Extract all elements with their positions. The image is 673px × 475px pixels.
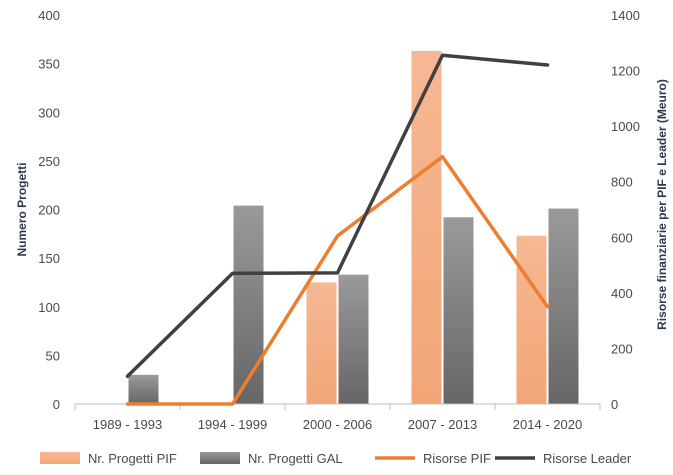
y-tick-label: 300 <box>38 105 60 120</box>
point-risorse-pif-4 <box>546 305 549 309</box>
x-tick-label: 1994 - 1999 <box>198 417 267 432</box>
y2-tick-label: 600 <box>611 230 633 245</box>
y-tick-label: 250 <box>38 154 60 169</box>
x-tick-label: 1989 - 1993 <box>93 417 162 432</box>
x-tick-label: 2007 - 2013 <box>408 417 477 432</box>
bar-nr-progetti-gal-2 <box>338 274 369 404</box>
y2-tick-label: 1400 <box>611 8 640 23</box>
y-tick-label: 400 <box>38 8 60 23</box>
point-risorse-pif-2 <box>336 234 339 238</box>
point-risorse-pif-3 <box>441 155 444 159</box>
bar-nr-progetti-pif-4 <box>516 235 547 404</box>
y2-tick-label: 800 <box>611 175 633 190</box>
line-risorse-pif <box>125 154 550 406</box>
y2-tick-label: 1000 <box>611 119 640 134</box>
point-risorse-pif-1 <box>231 402 234 406</box>
y2-tick-label: 1200 <box>611 64 640 79</box>
point-risorse-leader-4 <box>546 63 549 67</box>
bar-nr-progetti-gal-3 <box>443 217 474 404</box>
bar-nr-progetti-gal-0 <box>128 374 159 404</box>
y2-tick-label: 0 <box>611 397 618 412</box>
bar-nr-progetti-pif-3 <box>411 50 442 405</box>
point-risorse-leader-0 <box>126 374 129 378</box>
y2-axis-title: Risorse finanziarie per PIF e Leader (Me… <box>655 79 669 330</box>
point-risorse-leader-1 <box>231 271 234 275</box>
x-tick-label: 2000 - 2006 <box>303 417 372 432</box>
legend-swatch-nr-progetti-gal <box>200 452 240 464</box>
point-risorse-leader-3 <box>441 53 444 57</box>
y2-tick-label: 400 <box>611 286 633 301</box>
y-tick-label: 150 <box>38 251 60 266</box>
bar-nr-progetti-gal-1 <box>233 205 264 404</box>
legend-label-nr-progetti-gal: Nr. Progetti GAL <box>248 451 343 466</box>
y-tick-label: 200 <box>38 203 60 218</box>
x-tick-label: 2014 - 2020 <box>513 417 582 432</box>
legend-label-risorse-leader: Risorse Leader <box>543 451 632 466</box>
y-tick-label: 0 <box>53 397 60 412</box>
legend-swatch-nr-progetti-pif <box>40 452 80 464</box>
legend-label-risorse-pif: Risorse PIF <box>423 451 491 466</box>
y2-tick-label: 200 <box>611 341 633 356</box>
y-tick-label: 100 <box>38 300 60 315</box>
bar-nr-progetti-pif-2 <box>306 282 337 404</box>
legend-label-nr-progetti-pif: Nr. Progetti PIF <box>88 451 177 466</box>
y-tick-label: 50 <box>46 348 60 363</box>
point-risorse-leader-2 <box>336 271 339 275</box>
y-axis-title: Numero Progetti <box>15 162 29 256</box>
y-tick-label: 350 <box>38 57 60 72</box>
bar-nr-progetti-gal-4 <box>548 208 579 404</box>
point-risorse-pif-0 <box>126 402 129 406</box>
